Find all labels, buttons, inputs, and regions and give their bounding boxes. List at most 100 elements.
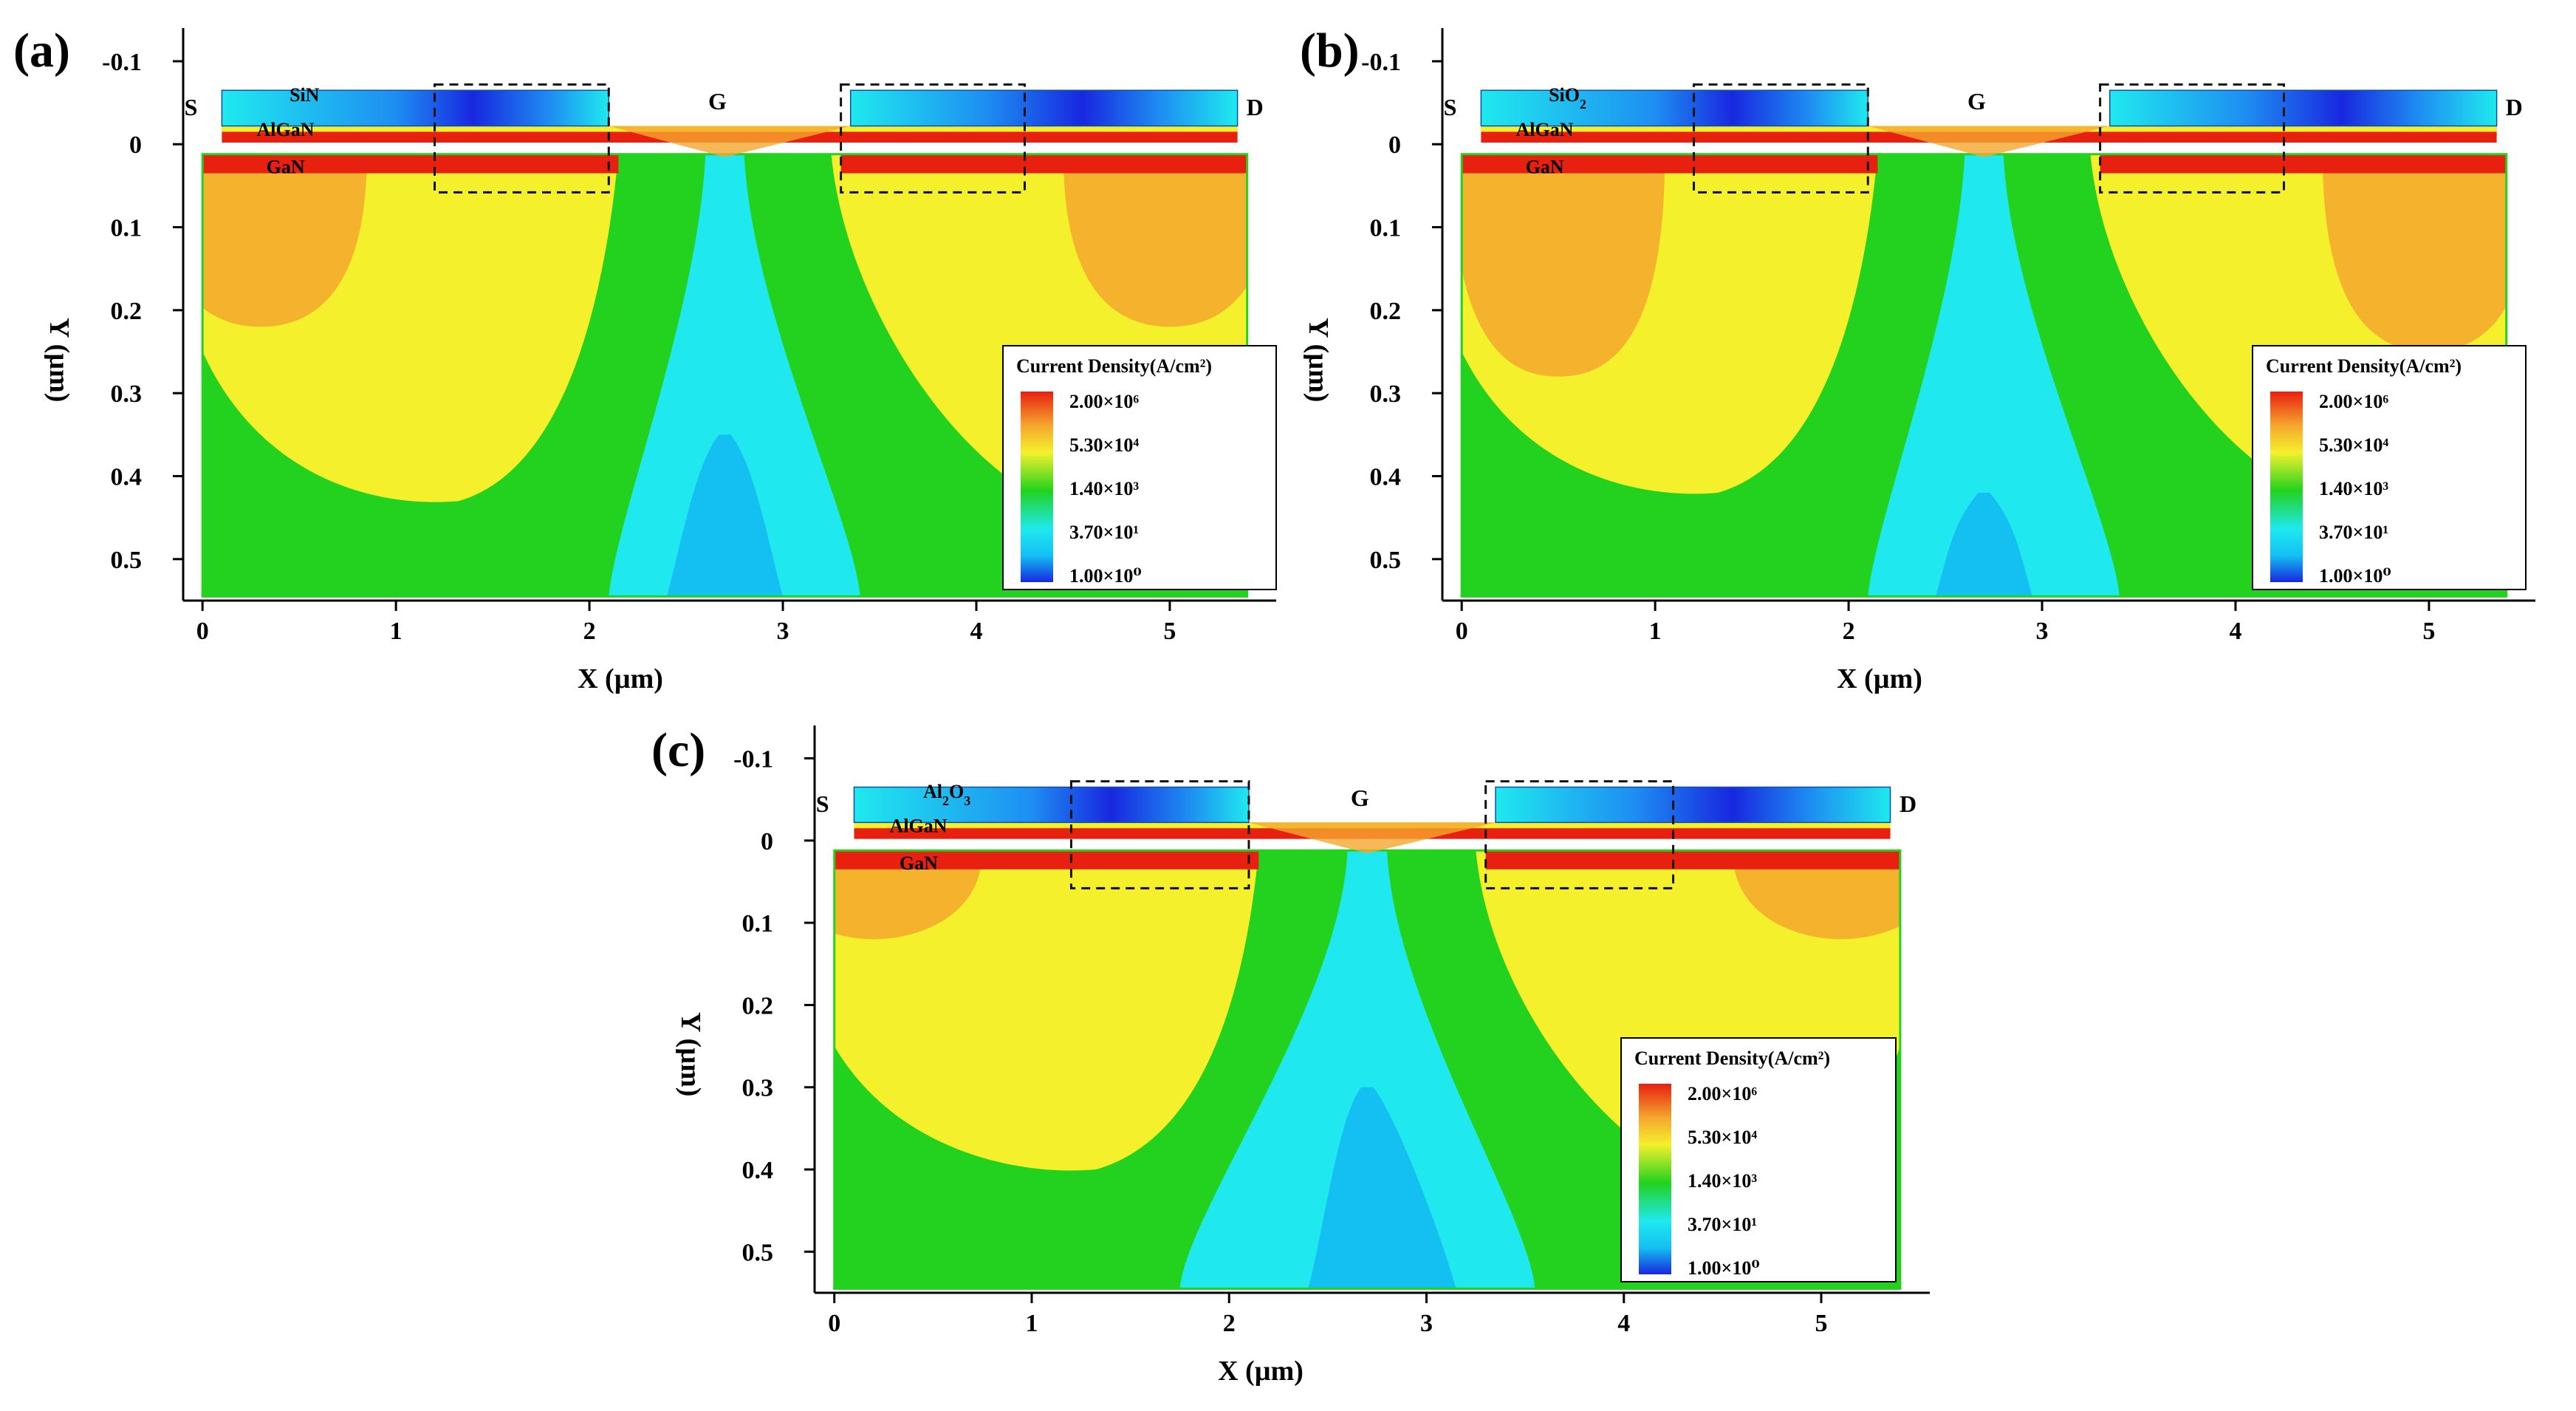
contour-orange-lobe — [834, 850, 983, 940]
source-terminal-label: S — [816, 790, 829, 817]
y-tick-label: 0.3 — [742, 1075, 774, 1102]
contour-red-2deg-drain — [2100, 154, 2507, 174]
contour-orange-lobe — [1063, 154, 1247, 327]
algan-label: AlGaN — [890, 816, 948, 837]
y-axis-label: Y (µm) — [675, 1012, 706, 1096]
legend-entry: 3.70×10¹ — [1069, 522, 1139, 543]
x-tick-label: 3 — [2036, 618, 2049, 645]
gate-terminal-label: G — [708, 88, 727, 115]
y-tick-label: -0.1 — [733, 746, 773, 773]
legend: Current Density(A/cm²) 2.00×10⁶ 5.30×10⁴ 1.… — [1002, 345, 1277, 590]
x-tick-label: 2 — [583, 618, 596, 645]
contour-orange-lobe — [202, 154, 367, 327]
legend-entry: 5.30×10⁴ — [1688, 1127, 1757, 1148]
y-tick-label: -0.1 — [1361, 49, 1401, 76]
gate-terminal-label: G — [1351, 785, 1369, 811]
gan-label: GaN — [1526, 157, 1564, 178]
algan-label: AlGaN — [257, 119, 315, 140]
x-axis-label: X (µm) — [578, 663, 663, 694]
passivation-label: SiO2 — [1549, 84, 1586, 112]
passivation-drain-side — [849, 89, 1239, 127]
legend-title: Current Density(A/cm²) — [2266, 355, 2462, 377]
x-tick-label: 5 — [1815, 1310, 1828, 1337]
y-tick-label: 0.5 — [111, 547, 143, 574]
drain-terminal-label: D — [1900, 790, 1916, 817]
y-tick-label: 0 — [1388, 131, 1401, 159]
y-tick-label: 0.5 — [742, 1239, 774, 1266]
passivation-drain-side — [1495, 786, 1891, 824]
x-tick-label: 5 — [1163, 618, 1176, 645]
y-tick-label: 0.3 — [111, 380, 143, 408]
x-tick-label: 1 — [1649, 618, 1662, 645]
contour-red-2deg-source — [1462, 154, 1878, 174]
y-axis-label: Y (µm) — [1303, 318, 1334, 402]
x-tick-label: 3 — [1420, 1310, 1433, 1337]
y-tick-label: 0 — [129, 131, 142, 159]
legend: Current Density(A/cm²) 2.00×10⁶ 5.30×10⁴ 1.… — [2252, 345, 2527, 590]
passivation-drain-side — [2109, 89, 2498, 127]
contour-blue-core — [1308, 1087, 1456, 1289]
source-terminal-label: S — [185, 94, 198, 120]
panel-label: (c) — [651, 723, 705, 777]
algan-label: AlGaN — [1516, 119, 1574, 140]
y-tick-label: -0.1 — [102, 49, 142, 76]
passivation-source-side — [1480, 89, 1869, 127]
source-terminal-label: S — [1444, 94, 1457, 120]
y-tick-label: 0.2 — [1370, 298, 1402, 325]
contour-cyan-channel — [1179, 850, 1535, 1289]
contour-blue-core — [1935, 492, 2032, 597]
panel-3: (c) Al2O3 AlGaN GaN S G D 0 1 2 3 4 5 -0.1 0 0.1 0.2 0.3 0… — [651, 723, 1930, 1387]
passivation-label: Al2O3 — [923, 781, 970, 808]
legend-entry: 1.00×10⁰ — [1069, 565, 1142, 587]
x-axis-label: X (µm) — [1218, 1356, 1304, 1387]
gan-label: GaN — [267, 157, 305, 178]
contour-red-2deg-drain — [840, 154, 1247, 174]
colorbar — [1021, 392, 1053, 582]
contour-yellow-source — [834, 850, 1259, 1171]
y-tick-label: 0.4 — [111, 464, 143, 491]
panel-label: (a) — [13, 24, 70, 78]
y-tick-label: 0.4 — [1370, 464, 1402, 491]
y-axis-label: Y (µm) — [44, 318, 75, 402]
legend-entry: 3.70×10¹ — [1688, 1214, 1757, 1235]
contour-cyan-channel — [1868, 154, 2120, 597]
passivation-block — [2109, 89, 2498, 127]
legend-entry: 5.30×10⁴ — [1069, 434, 1139, 456]
x-tick-label: 2 — [1843, 618, 1855, 645]
passivation-block — [221, 89, 610, 127]
legend-entry: 1.00×10⁰ — [1688, 1257, 1760, 1279]
panel-label: (b) — [1300, 24, 1360, 78]
contour-orange-lobe — [1462, 154, 1665, 377]
contour-cyan-channel — [609, 154, 860, 597]
highlight-box — [1693, 83, 1869, 194]
legend-entry: 2.00×10⁶ — [2319, 391, 2388, 412]
legend-entry: 1.00×10⁰ — [2319, 565, 2391, 587]
highlight-box — [840, 83, 1026, 194]
contour-red-2deg-drain — [1485, 850, 1900, 870]
legend-title: Current Density(A/cm²) — [1016, 355, 1212, 377]
gan-label: GaN — [900, 853, 938, 874]
passivation-block — [849, 89, 1239, 127]
legend-entry: 3.70×10¹ — [2319, 522, 2388, 543]
legend-title: Current Density(A/cm²) — [1634, 1048, 1830, 1069]
y-tick-label: 0 — [761, 828, 773, 855]
x-tick-label: 5 — [2422, 618, 2435, 645]
y-tick-label: 0.4 — [742, 1157, 774, 1184]
legend: Current Density(A/cm²) 2.00×10⁶ 5.30×10⁴ 1.… — [1620, 1037, 1897, 1282]
passivation-source-side — [853, 786, 1250, 824]
y-tick-label: 0.1 — [111, 215, 143, 242]
colorbar — [1639, 1084, 1671, 1274]
gate-terminal-label: G — [1967, 88, 1986, 115]
highlight-box — [434, 83, 610, 194]
highlight-box — [1069, 780, 1250, 889]
legend-entry: 2.00×10⁶ — [1069, 391, 1139, 412]
x-tick-label: 3 — [777, 618, 789, 645]
contour-orange-lobe — [1732, 850, 1900, 940]
contour-blue-core — [666, 434, 784, 597]
contour-orange-lobe — [2322, 154, 2507, 352]
drain-terminal-label: D — [2506, 94, 2523, 120]
y-tick-label: 0.3 — [1370, 380, 1402, 408]
x-tick-label: 1 — [1025, 1310, 1038, 1337]
y-tick-label: 0.1 — [1370, 215, 1402, 242]
legend-entry: 1.40×10³ — [2319, 478, 2388, 499]
